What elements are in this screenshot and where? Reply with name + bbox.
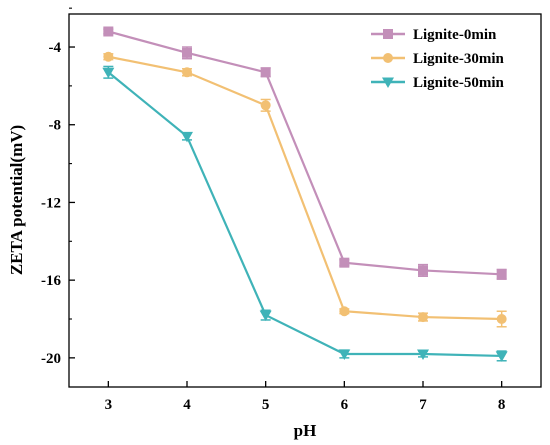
legend-item: Lignite-0min [371, 27, 497, 43]
legend-item: Lignite-30min [371, 51, 504, 67]
y-axis-title: ZETA potential(mV) [7, 125, 26, 275]
y-tick-label: -20 [41, 351, 61, 367]
legend-label: Lignite-0min [413, 27, 497, 43]
y-axis: -4 -8 -12 -16 -20 [41, 7, 75, 367]
x-axis-title: pH [294, 421, 317, 440]
x-tick-label: 3 [105, 397, 113, 413]
legend-marker [383, 29, 393, 39]
series-line [108, 55, 502, 321]
series-line [108, 30, 502, 276]
legend: Lignite-0min Lignite-30min Lignite-50min [371, 27, 504, 91]
data-point [339, 257, 350, 268]
data-point [418, 312, 428, 323]
series-Lignite-0min [103, 26, 507, 280]
x-tick-label: 5 [262, 397, 270, 413]
data-point [338, 349, 351, 360]
y-tick-label: -8 [49, 118, 62, 134]
x-tick-label: 8 [498, 397, 506, 413]
data-point [339, 306, 350, 317]
data-point [102, 67, 115, 79]
series-line [107, 71, 502, 358]
x-tick-label: 7 [419, 397, 427, 413]
series-Lignite-30min [103, 51, 507, 328]
y-tick-label: -12 [41, 195, 61, 211]
plot-frame [68, 13, 542, 388]
legend-label: Lignite-50min [413, 75, 504, 91]
series-Lignite-50min [102, 65, 508, 362]
legend-marker [383, 53, 393, 63]
data-point [417, 349, 429, 360]
series-layer [102, 26, 508, 362]
data-point [260, 100, 271, 111]
y-tick-label: -16 [41, 273, 61, 289]
data-point [260, 67, 271, 78]
data-point [103, 26, 114, 37]
legend-marker [382, 77, 394, 88]
legend-item: Lignite-50min [371, 75, 504, 91]
data-point [182, 67, 192, 78]
data-point [259, 310, 272, 322]
y-tick-label: -4 [49, 40, 62, 56]
data-point [496, 314, 507, 325]
x-tick-label: 4 [183, 397, 191, 413]
data-point [495, 351, 508, 362]
x-tick-label: 6 [341, 397, 349, 413]
data-point [181, 131, 193, 143]
data-point [103, 51, 114, 62]
data-point [182, 47, 192, 58]
data-point [418, 265, 428, 276]
plot-area [68, 13, 542, 388]
data-point [496, 269, 507, 280]
legend-label: Lignite-30min [413, 51, 504, 67]
x-axis: 3 4 5 6 7 8 [105, 381, 506, 413]
